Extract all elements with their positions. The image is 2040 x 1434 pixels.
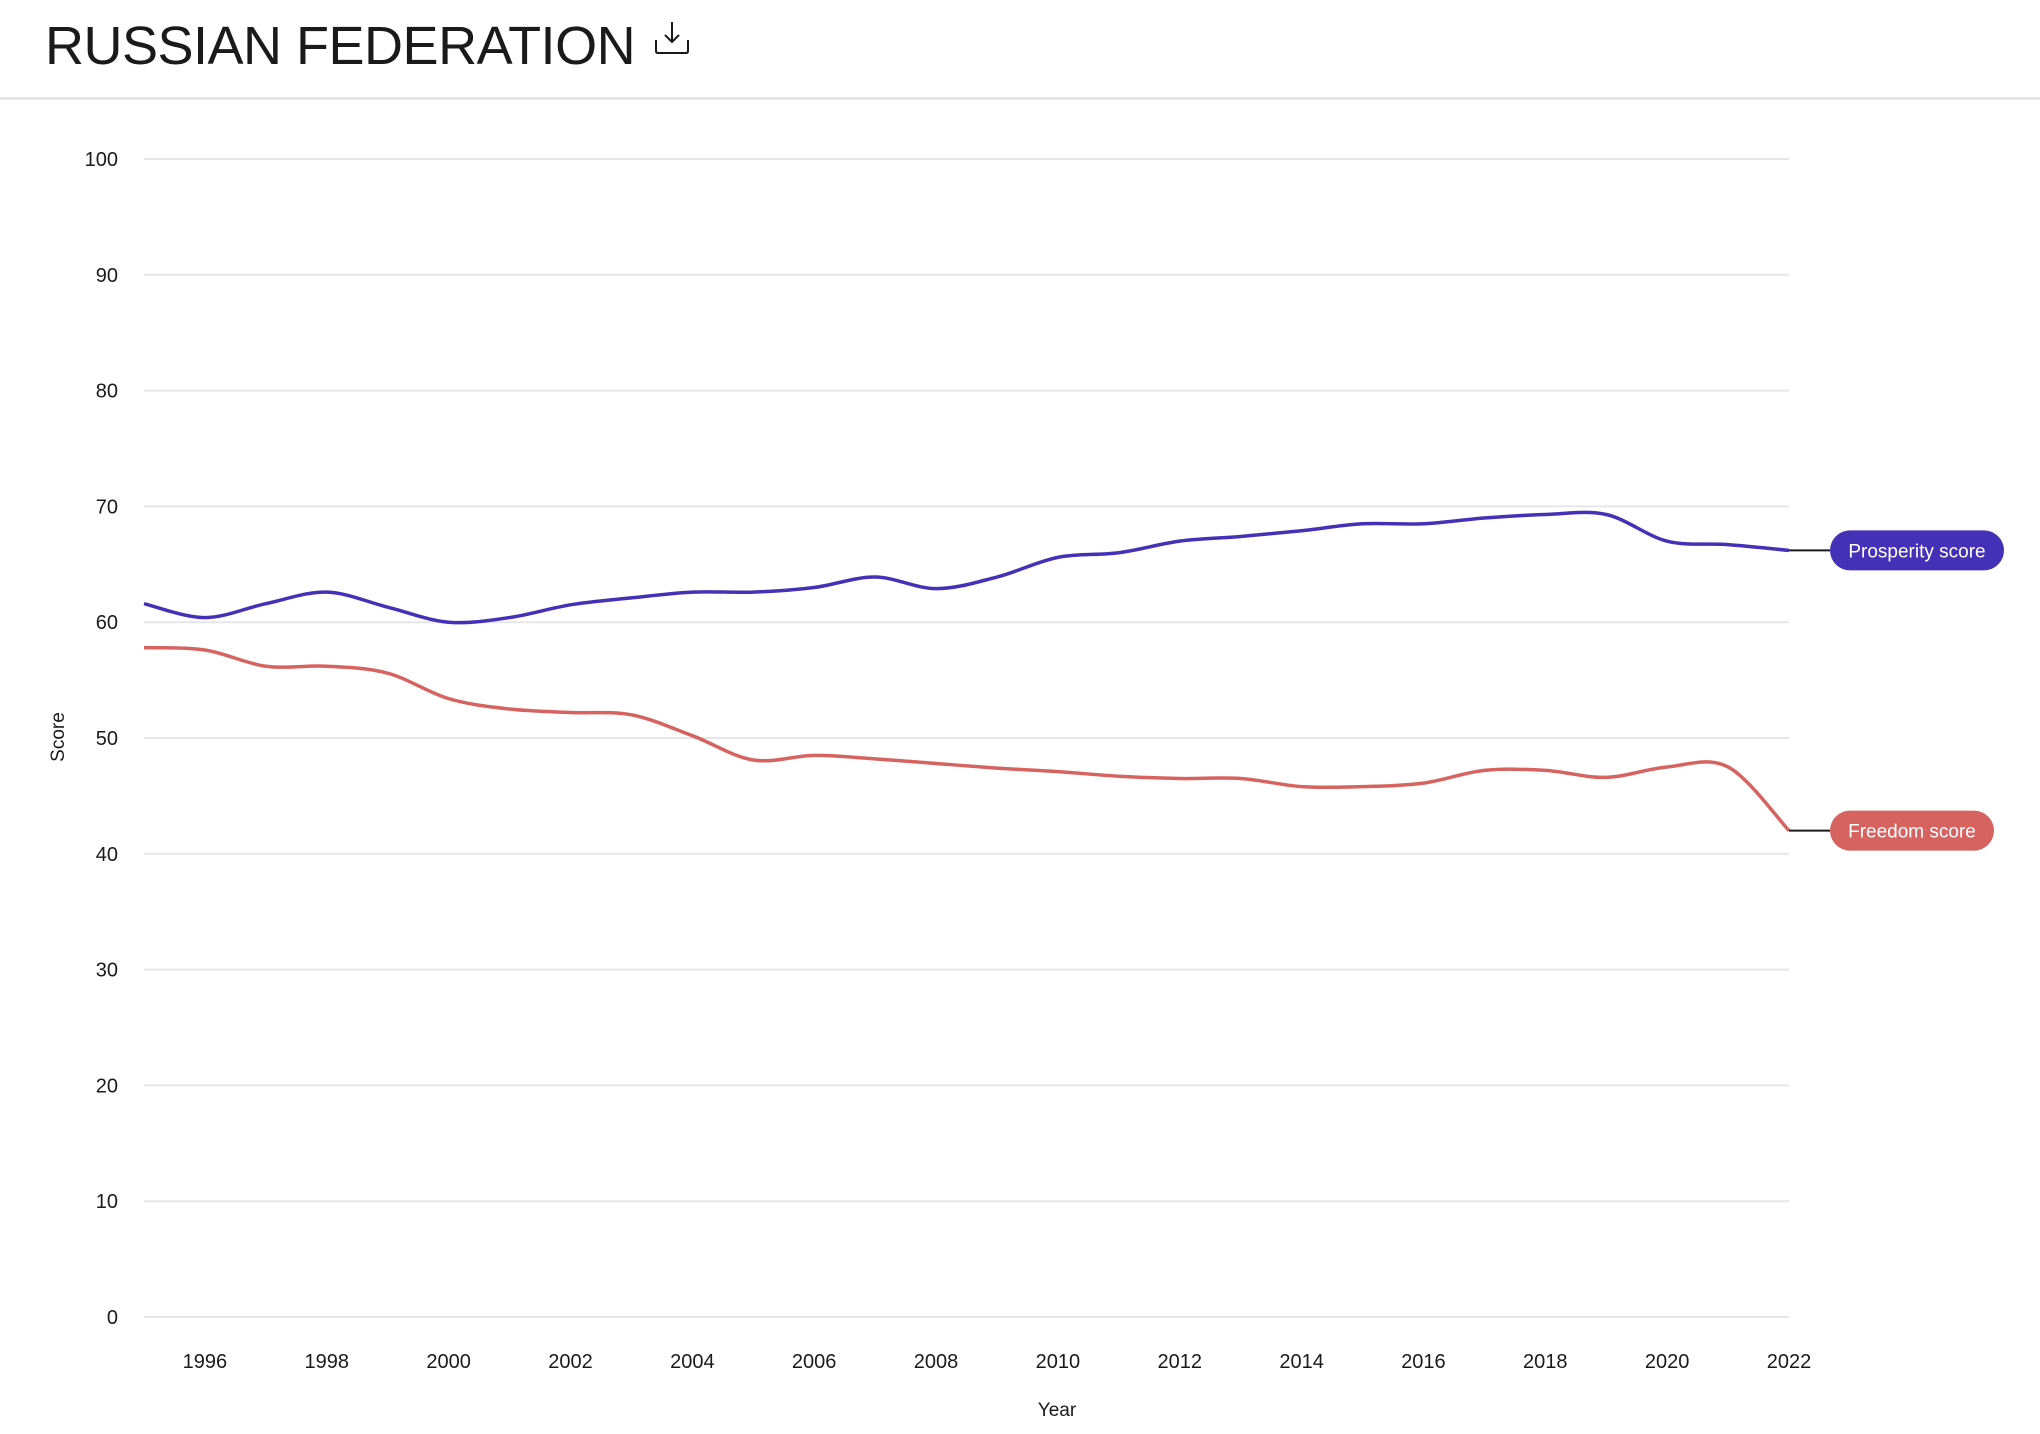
y-tick-label: 80 bbox=[96, 381, 118, 403]
x-tick-label: 2012 bbox=[1157, 1351, 1202, 1373]
y-tick-label: 0 bbox=[107, 1307, 118, 1329]
y-tick-label: 30 bbox=[96, 960, 118, 982]
y-tick-label: 90 bbox=[96, 265, 118, 287]
svg-text:Prosperity score: Prosperity score bbox=[1848, 541, 1985, 562]
x-tick-label: 2006 bbox=[792, 1351, 837, 1373]
y-tick-label: 20 bbox=[96, 1075, 118, 1097]
series-label-freedom: Freedom score bbox=[1830, 810, 1994, 851]
download-icon[interactable] bbox=[652, 18, 692, 58]
y-tick-label: 60 bbox=[96, 612, 118, 634]
x-tick-label: 2000 bbox=[426, 1351, 471, 1373]
x-tick-label: 2022 bbox=[1767, 1351, 1812, 1373]
x-tick-label: 2016 bbox=[1401, 1351, 1446, 1373]
x-tick-label: 2020 bbox=[1645, 1351, 1690, 1373]
x-tick-label: 2010 bbox=[1036, 1351, 1081, 1373]
y-tick-label: 40 bbox=[96, 844, 118, 866]
x-tick-label: 1998 bbox=[305, 1351, 350, 1373]
x-tick-label: 2002 bbox=[548, 1351, 593, 1373]
series-label-prosperity: Prosperity score bbox=[1830, 530, 2004, 571]
series-line-freedom bbox=[143, 645, 1791, 832]
page-title: RUSSIAN FEDERATION bbox=[45, 16, 636, 76]
line-chart: 0 10 20 30 40 50 60 70 80 90 100 1996 1998 2000 2002 2… bbox=[48, 149, 2004, 1421]
svg-text:Freedom score: Freedom score bbox=[1848, 822, 1976, 843]
x-tick-label: 2014 bbox=[1279, 1351, 1324, 1373]
series-line-prosperity bbox=[143, 510, 1790, 625]
y-axis-label: Score bbox=[48, 712, 69, 762]
y-tick-label: 70 bbox=[96, 496, 118, 518]
y-tick-label: 100 bbox=[85, 149, 118, 171]
y-tick-label: 50 bbox=[96, 728, 118, 750]
x-tick-label: 2008 bbox=[914, 1351, 959, 1373]
x-tick-label: 1996 bbox=[183, 1351, 228, 1373]
page-header: RUSSIAN FEDERATION bbox=[0, 0, 2040, 100]
x-axis-label: Year bbox=[1038, 1400, 1077, 1421]
y-tick-label: 10 bbox=[96, 1191, 118, 1213]
x-tick-label: 2004 bbox=[670, 1351, 715, 1373]
x-tick-label: 2018 bbox=[1523, 1351, 1568, 1373]
